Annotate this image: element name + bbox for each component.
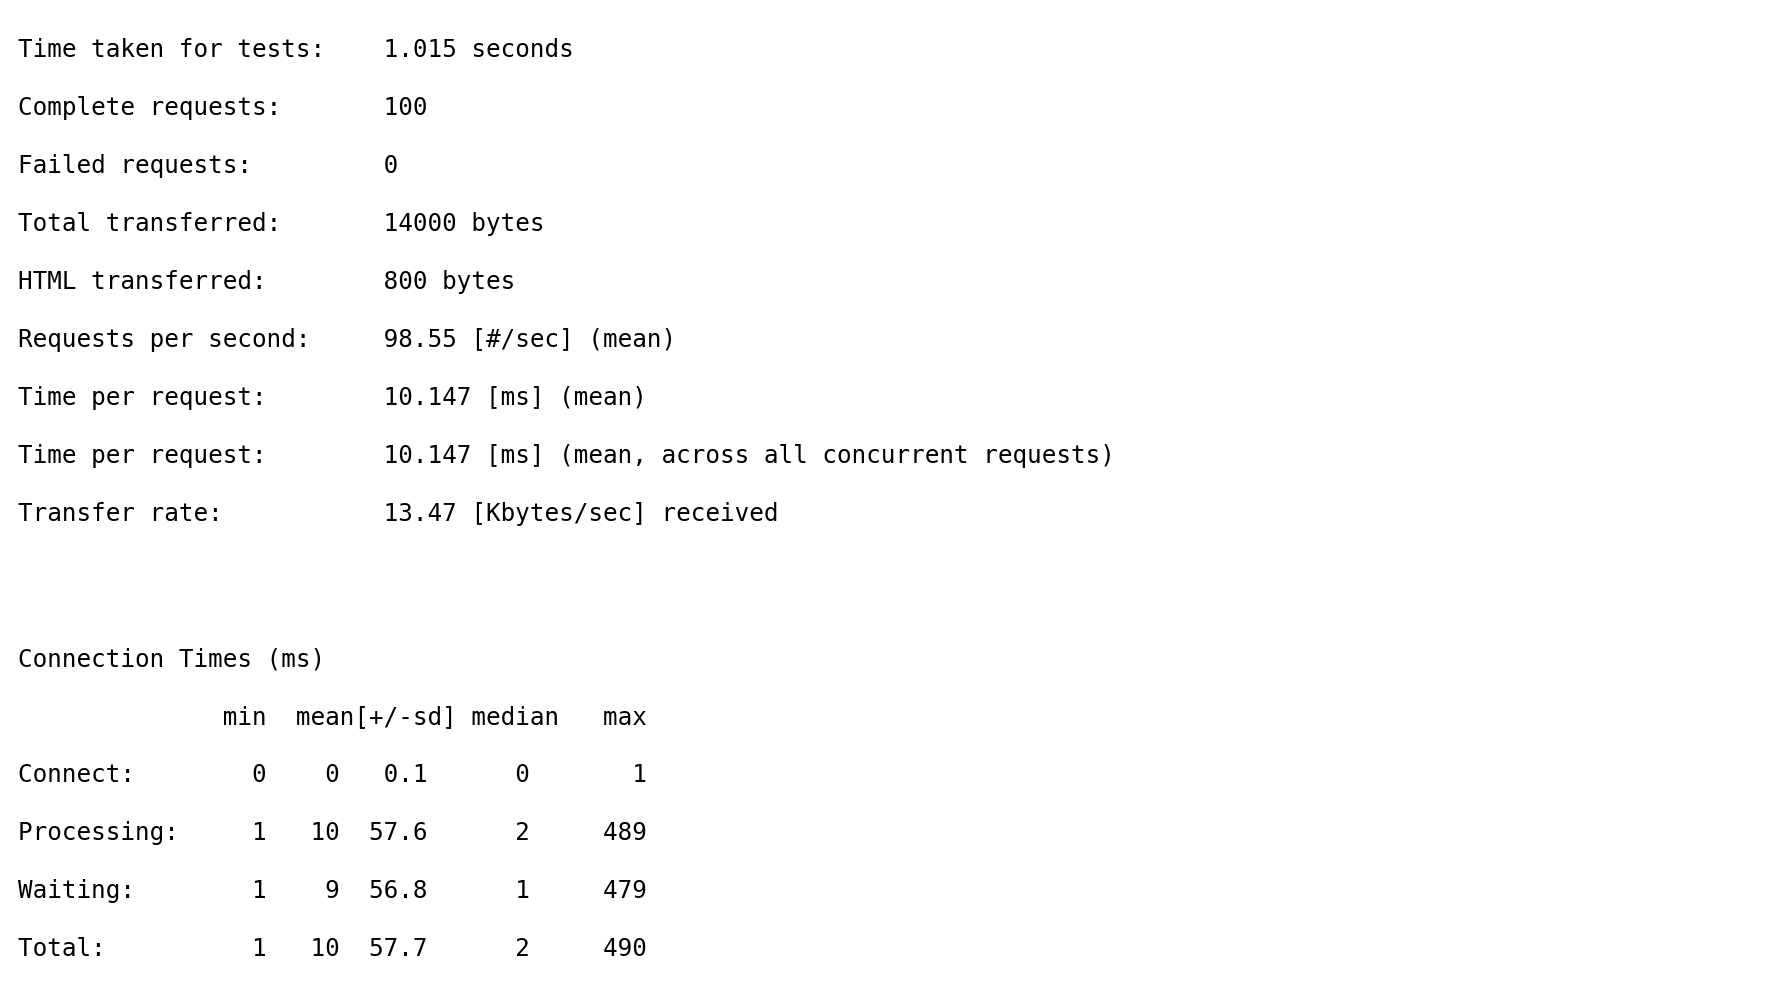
Text: Transfer rate:           13.47 [Kbytes/sec] received: Transfer rate: 13.47 [Kbytes/sec] receiv… — [18, 502, 778, 526]
Text: Requests per second:     98.55 [#/sec] (mean): Requests per second: 98.55 [#/sec] (mean… — [18, 328, 676, 352]
Text: Connection Times (ms): Connection Times (ms) — [18, 647, 325, 671]
Text: Waiting:        1    9  56.8      1     479: Waiting: 1 9 56.8 1 479 — [18, 879, 648, 903]
Text: Connect:        0    0   0.1      0       1: Connect: 0 0 0.1 0 1 — [18, 763, 648, 787]
Text: Failed requests:         0: Failed requests: 0 — [18, 154, 398, 178]
Text: Processing:     1   10  57.6      2     489: Processing: 1 10 57.6 2 489 — [18, 821, 648, 845]
Text: Time taken for tests:    1.015 seconds: Time taken for tests: 1.015 seconds — [18, 38, 574, 62]
Text: Complete requests:       100: Complete requests: 100 — [18, 96, 428, 120]
Text: min  mean[+/-sd] median   max: min mean[+/-sd] median max — [18, 705, 648, 729]
Text: Time per request:        10.147 [ms] (mean): Time per request: 10.147 [ms] (mean) — [18, 386, 648, 410]
Text: Total:          1   10  57.7      2     490: Total: 1 10 57.7 2 490 — [18, 937, 648, 961]
Text: Total transferred:       14000 bytes: Total transferred: 14000 bytes — [18, 212, 544, 236]
Text: Time per request:        10.147 [ms] (mean, across all concurrent requests): Time per request: 10.147 [ms] (mean, acr… — [18, 444, 1115, 468]
Text: HTML transferred:        800 bytes: HTML transferred: 800 bytes — [18, 270, 516, 294]
